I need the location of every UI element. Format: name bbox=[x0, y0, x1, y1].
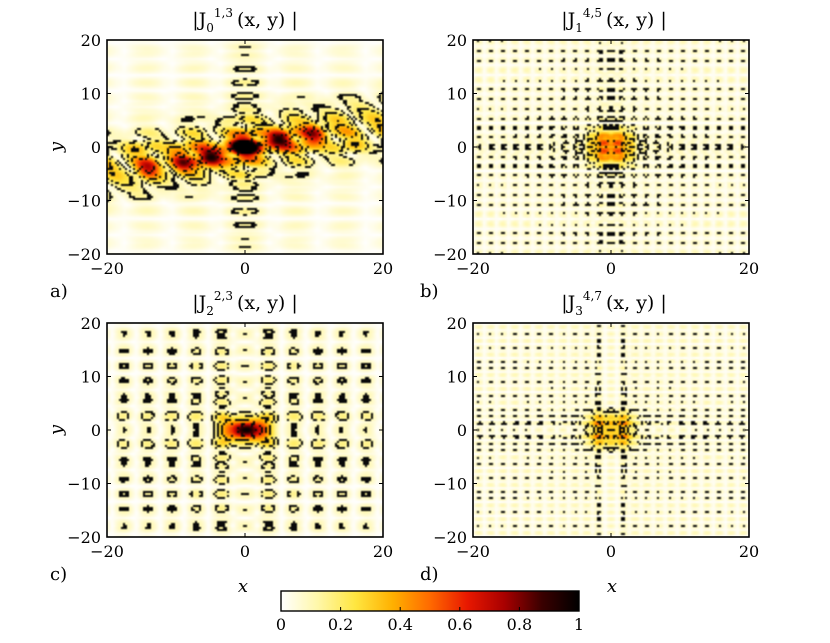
y-tick-label: −20 bbox=[433, 245, 467, 264]
x-tick-label: 0 bbox=[606, 259, 616, 278]
y-tick-label: 0 bbox=[457, 421, 467, 440]
panel-d: 20 10 0 −10 −20−20 0 20 |J34,7 (x, y) | d) x bbox=[420, 289, 759, 597]
heatmap-3 bbox=[473, 323, 749, 537]
x-tick-label: 20 bbox=[373, 259, 393, 278]
y-tick-label: −10 bbox=[433, 192, 467, 211]
y-tick-label: 20 bbox=[447, 314, 467, 333]
panel-d-title: |J34,7 (x, y) | bbox=[561, 289, 667, 318]
panel-c-label: c) bbox=[50, 564, 67, 585]
y-tick-label: 20 bbox=[81, 31, 101, 50]
colorbar-tick-label: 1 bbox=[574, 615, 584, 634]
panel-c-ylabel: y bbox=[46, 424, 67, 436]
x-tick-label: 20 bbox=[739, 542, 759, 561]
y-tick-label: −10 bbox=[433, 475, 467, 494]
panel-c-title: |J22,3 (x, y) | bbox=[192, 289, 298, 318]
panel-b: 20 10 0 −10 −20−20 0 20 |J14,5 (x, y) | b) bbox=[420, 6, 759, 302]
y-tick-label: −20 bbox=[67, 245, 101, 264]
y-tick-label: 10 bbox=[447, 368, 467, 387]
x-tick-label: −20 bbox=[90, 259, 124, 278]
y-tick-label: −10 bbox=[67, 192, 101, 211]
panel-a: 20 10 0 −10 −20−20 0 20 |J01,3 (x, y) | a) y bbox=[46, 6, 393, 302]
panel-c: 20 10 0 −10 −20−20 0 20 |J22,3 (x, y) | c) y x bbox=[46, 289, 393, 597]
y-tick-label: 0 bbox=[91, 138, 101, 157]
x-tick-label: −20 bbox=[456, 259, 490, 278]
x-tick-label: −20 bbox=[90, 542, 124, 561]
heatmap-2 bbox=[107, 323, 383, 537]
colorbar-tick-label: 0.2 bbox=[328, 615, 353, 634]
x-tick-label: −20 bbox=[456, 542, 490, 561]
x-tick-label: 0 bbox=[240, 259, 250, 278]
y-tick-label: 10 bbox=[81, 368, 101, 387]
panel-b-title: |J14,5 (x, y) | bbox=[561, 6, 667, 35]
panel-d-xlabel: x bbox=[607, 576, 617, 597]
y-tick-label: 20 bbox=[81, 314, 101, 333]
y-tick-label: −10 bbox=[67, 475, 101, 494]
y-tick-label: 0 bbox=[457, 138, 467, 157]
panel-a-title: |J01,3 (x, y) | bbox=[192, 6, 298, 35]
colorbar-gradient bbox=[280, 590, 580, 612]
colorbar-tick-label: 0.8 bbox=[507, 615, 532, 634]
y-tick-label: −20 bbox=[433, 528, 467, 547]
colorbar-tick-label: 0.6 bbox=[447, 615, 472, 634]
panel-b-label: b) bbox=[420, 281, 439, 302]
x-tick-label: 0 bbox=[240, 542, 250, 561]
panel-d-label: d) bbox=[420, 564, 439, 585]
x-tick-label: 20 bbox=[739, 259, 759, 278]
heatmap-1 bbox=[473, 40, 749, 254]
panel-a-ylabel: y bbox=[46, 141, 67, 153]
y-tick-label: 10 bbox=[81, 85, 101, 104]
x-tick-label: 20 bbox=[373, 542, 393, 561]
x-tick-label: 0 bbox=[606, 542, 616, 561]
y-tick-label: 0 bbox=[91, 421, 101, 440]
panel-c-xlabel: x bbox=[238, 576, 248, 597]
y-tick-label: −20 bbox=[67, 528, 101, 547]
y-tick-label: 10 bbox=[447, 85, 467, 104]
colorbar-tick-label: 0.4 bbox=[387, 615, 412, 634]
panel-a-label: a) bbox=[50, 281, 68, 302]
heatmap-0 bbox=[107, 40, 383, 254]
colorbar: 0 0.2 0.4 0.6 0.8 1 bbox=[276, 590, 584, 634]
colorbar-tick-label: 0 bbox=[276, 615, 286, 634]
y-tick-label: 20 bbox=[447, 31, 467, 50]
